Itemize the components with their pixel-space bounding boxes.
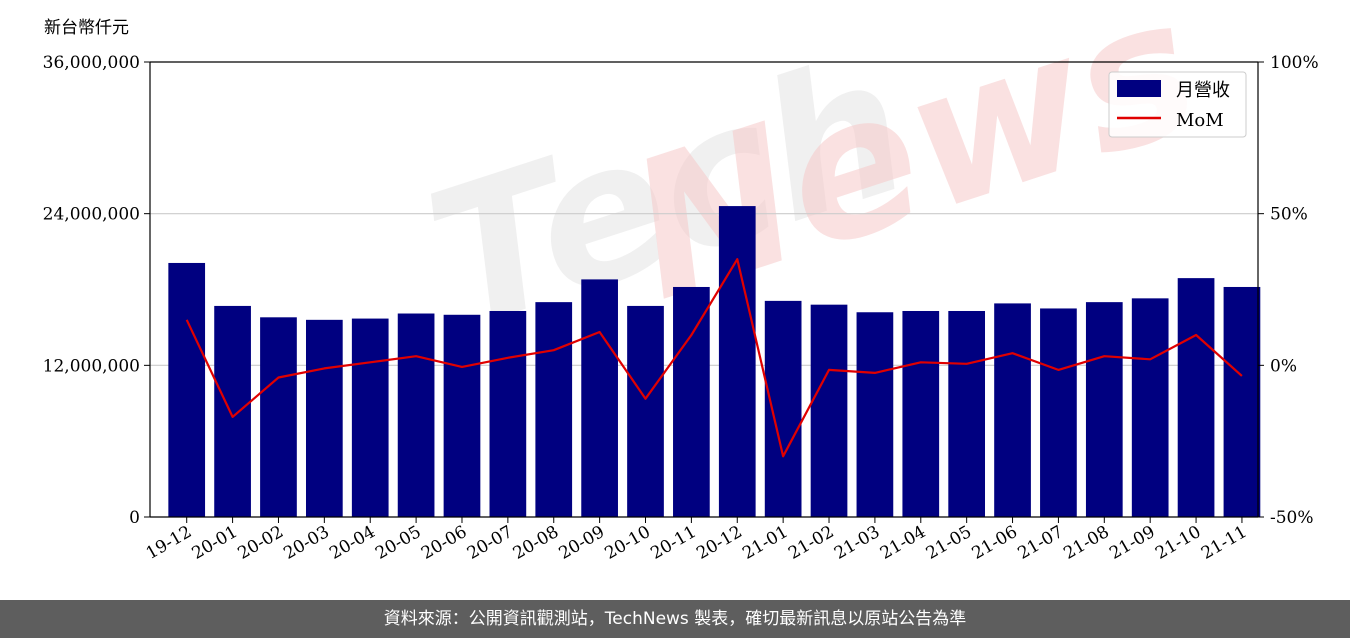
y-axis-unit-label: 新台幣仟元 (44, 18, 129, 38)
x-tick-label: 20-02 (235, 522, 287, 564)
x-tick-label: 20-07 (464, 522, 516, 564)
bar-series (168, 206, 1261, 518)
x-tick-label: 21-03 (831, 522, 883, 564)
bar-21-09 (1131, 298, 1169, 517)
x-tick-label: 20-10 (602, 522, 654, 564)
bar-21-03 (856, 312, 894, 517)
x-tick-label: 21-04 (877, 522, 929, 564)
x-tick-label: 21-07 (1014, 522, 1066, 564)
bar-21-02 (810, 304, 848, 517)
bar-20-11 (673, 286, 710, 517)
legend-swatch-bar (1117, 80, 1161, 97)
x-tick-label: 20-08 (510, 522, 562, 564)
right-tick-label: 100% (1270, 53, 1319, 73)
right-tick-label: 0% (1270, 356, 1297, 376)
bar-20-04 (351, 318, 389, 517)
bar-20-05 (397, 313, 435, 517)
x-tick-label: 20-04 (326, 522, 378, 564)
mom-line (185, 258, 1243, 458)
x-tick-label: 21-06 (969, 522, 1021, 564)
left-tick-label: 0 (129, 508, 140, 528)
right-tick-label: 50% (1270, 205, 1308, 225)
bar-20-03 (305, 319, 343, 517)
bar-21-08 (1085, 302, 1123, 517)
x-tick-label: 20-05 (372, 522, 424, 564)
x-tick-label: 21-01 (739, 522, 791, 564)
bar-20-07 (489, 310, 527, 517)
legend: 月營收 MoM (1108, 71, 1247, 138)
bar-21-06 (994, 303, 1031, 517)
bar-20-12 (718, 206, 756, 518)
bar-20-02 (260, 317, 297, 517)
source-footer: 資料來源：公開資訊觀測站，TechNews 製表，確切最新訊息以原站公告為準 (0, 600, 1350, 638)
left-tick-label: 12,000,000 (43, 356, 140, 376)
x-tick-label: 20-11 (647, 522, 699, 564)
legend-label-revenue: 月營收 (1176, 80, 1230, 101)
x-tick-label: 21-02 (785, 522, 837, 564)
x-tick-label: 21-11 (1198, 522, 1250, 564)
x-tick-label: 21-09 (1106, 522, 1158, 564)
bar-20-08 (535, 302, 573, 517)
chart: TechNews 012,000,00024,000,00036,000,000… (43, 0, 1319, 564)
bar-20-06 (443, 314, 481, 517)
bar-21-11 (1223, 286, 1261, 517)
x-tick-label: 21-05 (923, 522, 975, 564)
bar-21-07 (1040, 308, 1077, 517)
x-tick-label: 20-06 (418, 522, 470, 564)
x-tick-label: 21-08 (1060, 522, 1112, 564)
bar-20-01 (214, 305, 251, 517)
mom-line-series (185, 258, 1243, 458)
x-tick-label: 20-01 (189, 522, 241, 564)
bar-20-09 (581, 279, 618, 517)
x-tick-label: 20-03 (280, 522, 332, 564)
bar-21-10 (1177, 278, 1215, 517)
legend-label-mom: MoM (1176, 110, 1224, 131)
x-tick-label: 20-12 (693, 522, 745, 564)
bar-19-12 (168, 262, 206, 517)
right-tick-label: -50% (1270, 508, 1314, 528)
bar-21-01 (764, 300, 802, 517)
x-tick-label: 21-10 (1152, 522, 1204, 564)
bar-21-05 (948, 310, 986, 517)
left-tick-label: 24,000,000 (43, 205, 140, 225)
left-tick-label: 36,000,000 (43, 53, 140, 73)
bar-21-04 (902, 310, 940, 517)
x-tick-label: 19-12 (143, 522, 195, 564)
x-tick-label: 20-09 (556, 522, 608, 564)
bar-20-10 (627, 305, 664, 517)
